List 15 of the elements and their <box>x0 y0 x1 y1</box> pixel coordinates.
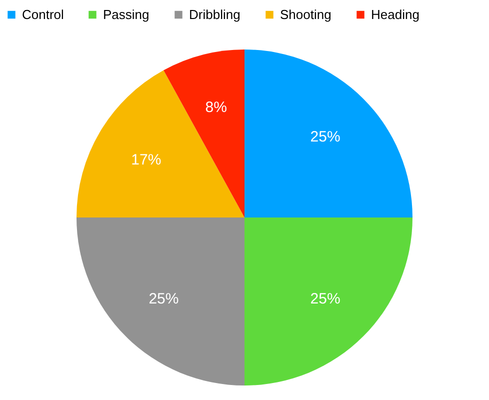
legend-label: Passing <box>103 6 150 22</box>
legend-label: Control <box>22 6 64 22</box>
data-label: 8% <box>205 98 227 116</box>
pie-slice <box>76 218 244 386</box>
data-label: 25% <box>310 290 340 308</box>
data-label: 17% <box>131 151 162 168</box>
pie-slice <box>244 50 412 218</box>
pie-slice <box>164 50 244 218</box>
data-label: 25% <box>148 290 179 308</box>
pie-slice <box>76 70 244 218</box>
legend-label: Shooting <box>280 6 332 22</box>
legend-label: Dribbling <box>189 6 240 22</box>
data-label: 25% <box>310 128 340 146</box>
pie-slice <box>244 218 412 386</box>
legend-label: Heading <box>371 6 420 22</box>
